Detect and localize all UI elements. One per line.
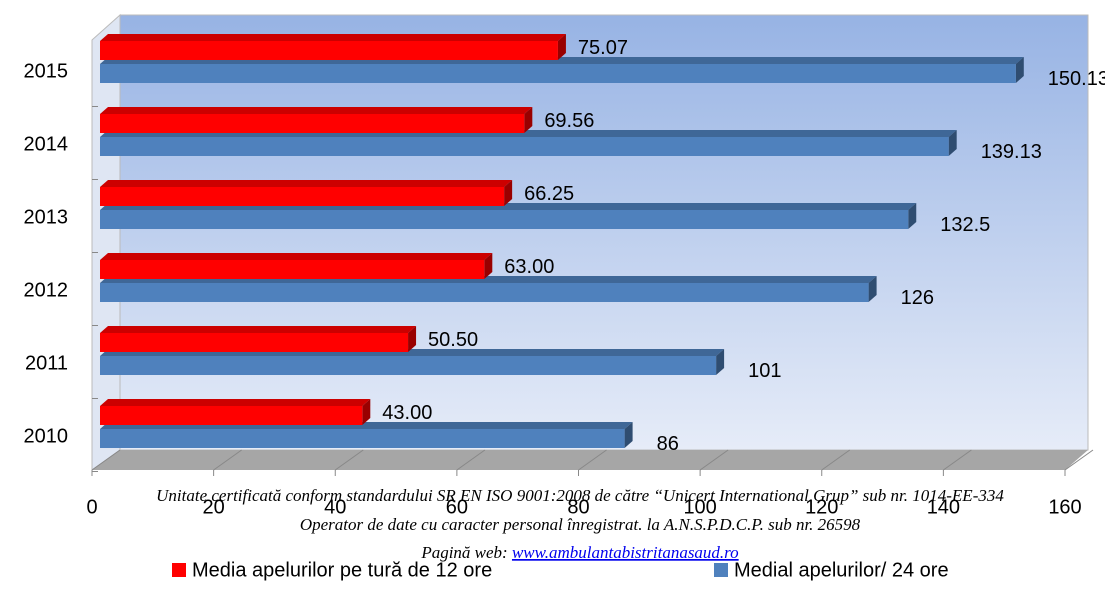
bar	[100, 429, 625, 448]
bar-side	[484, 253, 493, 279]
y-tick-label: 2013	[24, 206, 69, 228]
y-tick-label: 2014	[24, 133, 69, 155]
bar-side	[716, 349, 725, 375]
grid-line	[699, 449, 729, 471]
bar-side	[624, 422, 633, 448]
value-label: 126	[901, 287, 934, 309]
bar	[100, 114, 525, 133]
bar	[100, 260, 485, 279]
footer-web: Pagină web: www.ambulantabistritanasaud.…	[420, 543, 738, 562]
bar-side	[504, 180, 513, 206]
grid-line	[1064, 449, 1094, 471]
floor	[92, 450, 1088, 470]
value-label: 150.13	[1048, 68, 1105, 90]
bar	[100, 406, 363, 425]
bar-side	[557, 34, 566, 60]
value-label: 86	[657, 433, 679, 455]
x-tick-label: 60	[446, 496, 468, 518]
footer-text: Unitate certificată conform standardului…	[156, 486, 1004, 505]
footer-text: Operator de date cu caracter personal în…	[300, 515, 861, 534]
legend-label: Medial apelurilor/ 24 ore	[734, 559, 949, 581]
bar	[100, 210, 909, 229]
x-tick-label: 120	[805, 496, 838, 518]
grid-line	[91, 449, 121, 471]
bar-top	[100, 399, 371, 406]
bar-side	[362, 399, 371, 425]
bar	[100, 137, 949, 156]
x-tick-label: 20	[203, 496, 225, 518]
bar-side	[408, 326, 417, 352]
footer-link[interactable]: www.ambulantabistritanasaud.ro	[512, 543, 739, 562]
bar-top	[100, 34, 566, 41]
value-label: 63.00	[504, 256, 554, 278]
value-label: 139.13	[981, 141, 1042, 163]
bar	[100, 41, 558, 60]
grid-line	[943, 449, 972, 471]
legend-swatch	[714, 563, 728, 577]
bar-top	[100, 253, 493, 260]
legend-label: Media apelurilor pe tură de 12 ore	[192, 559, 492, 581]
bar	[100, 356, 717, 375]
bar	[100, 64, 1016, 83]
bar-top	[100, 107, 533, 114]
y-tick-label: 2010	[24, 425, 69, 447]
x-tick-label: 80	[567, 496, 589, 518]
value-label: 101	[748, 360, 781, 382]
value-label: 50.50	[428, 329, 478, 351]
grid-line	[578, 449, 607, 471]
bar-top	[100, 326, 417, 333]
grid-line	[821, 449, 851, 471]
grid-line	[334, 449, 364, 471]
value-label: 132.5	[940, 214, 990, 236]
legend-swatch	[172, 563, 186, 577]
bar-side	[908, 203, 917, 229]
x-tick-label: 100	[683, 496, 716, 518]
value-label: 43.00	[382, 402, 432, 424]
x-tick-label: 0	[86, 496, 97, 518]
grid-line	[456, 449, 486, 471]
x-tick-label: 160	[1048, 496, 1081, 518]
bar-top	[100, 180, 513, 187]
bar-side	[1015, 57, 1024, 83]
bar	[100, 283, 869, 302]
bar-side	[948, 130, 957, 156]
value-label: 69.56	[544, 110, 594, 132]
value-label: 75.07	[578, 37, 628, 59]
y-tick-label: 2015	[24, 60, 69, 82]
y-tick-label: 2012	[24, 279, 69, 301]
bar-side	[524, 107, 533, 133]
bar-side	[868, 276, 877, 302]
bar	[100, 187, 505, 206]
value-label: 66.25	[524, 183, 574, 205]
x-tick-label: 40	[324, 496, 346, 518]
y-tick-label: 2011	[25, 352, 68, 374]
x-tick-label: 140	[927, 496, 960, 518]
bar	[100, 333, 409, 352]
grid-line	[213, 449, 242, 471]
footer-web-label: Pagină web:	[420, 543, 512, 562]
